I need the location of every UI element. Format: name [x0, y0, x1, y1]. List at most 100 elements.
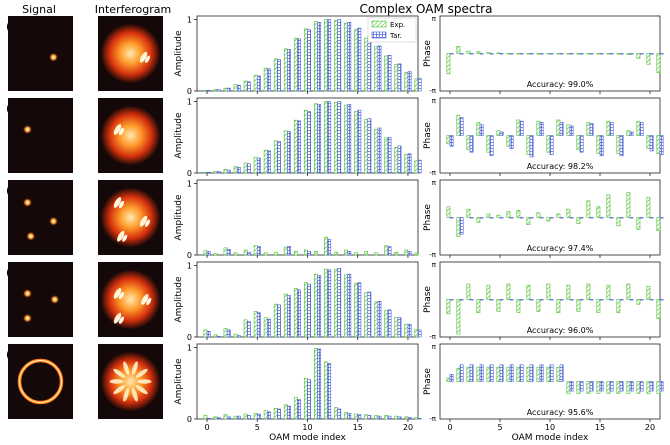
amp-bar-exp [314, 347, 318, 420]
phase-bar-tar [529, 364, 534, 382]
phase-bar-exp [576, 217, 581, 224]
phase-bar-exp [526, 135, 531, 155]
phase-bar-tar [559, 217, 564, 219]
amp-bar-exp [223, 328, 228, 338]
amp-bar-exp [223, 169, 228, 174]
amp-bar-tar [327, 19, 332, 92]
phase-bar-exp [596, 53, 601, 55]
interferogram-lobe [136, 368, 148, 378]
phase-bar-exp [656, 53, 661, 73]
phase-bar-tar [479, 299, 484, 301]
amp-bar-tar [417, 417, 422, 420]
amp-bar-tar [397, 63, 402, 92]
phase-bar-tar [469, 53, 474, 55]
amp-bar-tar [397, 145, 402, 174]
phase-bar-exp [606, 194, 611, 218]
amp-bar-exp [374, 46, 379, 92]
amp-bar-tar [226, 248, 231, 256]
legend-label-tar: Tar. [389, 32, 402, 40]
amp-bar-tar [297, 38, 301, 92]
amp-bar-tar [256, 157, 261, 174]
phase-bar-exp [626, 283, 631, 300]
amp-bar-exp [293, 397, 298, 420]
amp-bar-tar [246, 81, 251, 92]
amp-bar-exp [263, 149, 268, 174]
amp-bar-exp [213, 171, 218, 174]
interferogram-lobe [136, 385, 148, 395]
phase-bar-tar [469, 364, 474, 382]
amp-bar-tar [347, 412, 352, 420]
phase-bar-exp [566, 124, 571, 136]
phase-bar-exp [496, 214, 501, 218]
phase-bar-exp [466, 283, 471, 300]
signal-spot [23, 289, 32, 298]
amp-bar-tar [347, 22, 352, 92]
phase-bar-exp [586, 283, 591, 300]
phase-ylabel: Phase [423, 368, 433, 395]
phase-bar-exp [596, 381, 601, 394]
amp-bar-tar [337, 101, 342, 174]
amp-bar-tar [307, 111, 312, 174]
phase-bar-tar [629, 381, 634, 392]
amp-bar-tar [267, 150, 271, 174]
amp-bar-tar [226, 87, 231, 92]
phase-bar-tar [619, 217, 624, 219]
amp-bar-tar [337, 268, 342, 338]
phase-bar-tar [519, 299, 524, 301]
amp-bar-tar [387, 136, 392, 174]
phase-bar-tar [649, 381, 654, 392]
amp-bar-exp [283, 246, 288, 256]
amp-bar-tar [367, 291, 372, 338]
amp-bar-tar [267, 411, 271, 420]
phase-bar-exp [496, 52, 501, 54]
phase-bar-tar [619, 53, 624, 55]
phase-bar-tar [479, 124, 484, 136]
amp-bar-tar [357, 27, 362, 92]
phase-bar-tar [519, 53, 524, 55]
phase-bar-exp [576, 53, 581, 55]
phase-bar-exp [566, 208, 571, 218]
phase-bar-exp [506, 283, 511, 300]
interferogram-lobe [123, 361, 130, 375]
amp-bar-exp [354, 252, 359, 256]
amp-bar-tar [256, 75, 261, 92]
amp-axes-frame [196, 179, 419, 256]
phase-xtick-label: 20 [645, 423, 655, 432]
amp-bar-exp [253, 412, 258, 420]
amp-bar-exp [263, 67, 268, 92]
amp-bar-tar [297, 120, 301, 174]
phase-bar-exp [586, 200, 591, 218]
phase-bar-tar [609, 122, 614, 136]
phase-bar-exp [476, 51, 481, 54]
phase-bar-exp [486, 135, 491, 153]
interferogram-fork [146, 297, 152, 306]
phase-bar-tar [579, 135, 584, 153]
phase-bar-tar [559, 299, 564, 301]
phase-bar-exp [616, 53, 621, 55]
phase-bar-exp [516, 210, 521, 218]
phase-bar-exp [516, 119, 521, 136]
phase-ytick-label: -π [429, 87, 437, 95]
signal-image [8, 98, 73, 173]
amp-bar-exp [223, 87, 228, 92]
amp-bar-exp [384, 137, 389, 174]
header-interferogram: Interferogram [95, 3, 171, 16]
amp-bar-tar [287, 246, 291, 256]
amp-bar-tar [367, 36, 372, 92]
amp-bar-tar [327, 269, 332, 338]
phase-bar-exp [626, 130, 631, 136]
amp-bar-exp [404, 416, 409, 420]
amp-bar-tar [216, 89, 221, 92]
phase-bar-exp [456, 114, 461, 136]
amp-bar-exp [344, 22, 348, 92]
signal-spot [23, 125, 32, 134]
amp-ytick-label: 0 [187, 415, 192, 424]
amp-bar-exp [374, 301, 379, 338]
phase-bar-tar [659, 135, 664, 155]
amp-bar-exp [344, 412, 348, 420]
amp-bar-tar [377, 415, 382, 420]
amp-bar-tar [246, 251, 251, 256]
phase-bar-tar [559, 122, 564, 136]
